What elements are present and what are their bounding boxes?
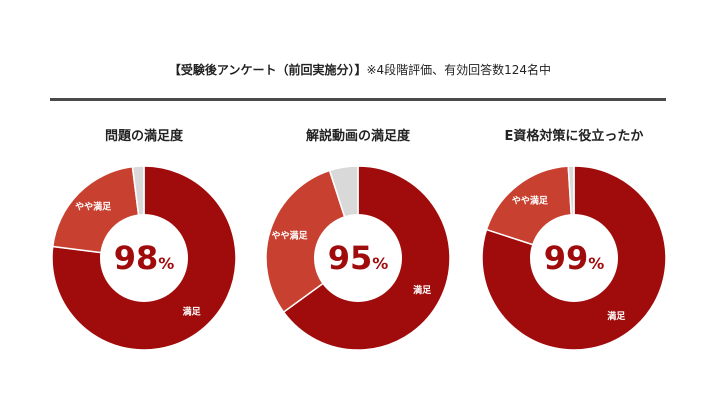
donut-hole [530,214,618,302]
center-value: 99 [544,239,589,277]
center-unit: % [588,254,604,273]
donut-slice [265,169,359,314]
slice-label: 満足 [183,306,202,318]
center-unit: % [158,254,174,273]
chart-title: 解説動画の満足度 [305,129,410,144]
center-percentage: 95% [328,239,389,277]
chart-exam-usefulness: E資格対策に役立ったか 満足 やや満足 99% [474,128,674,358]
donut-hole [100,214,188,302]
chart-title: E資格対策に役立ったか [504,129,644,144]
survey-header: 【受験後アンケート（前回実施分）】※4段階評価、有効回答数124名中 [0,62,720,78]
chart-title: 問題の満足度 [104,129,183,144]
chart-video-satisfaction: 解説動画の満足度 満足 やや満足 95% [258,128,458,358]
chart-question-satisfaction: 問題の満足度 満足 やや満足 98% [44,128,244,358]
center-value: 95 [328,239,373,277]
slice-label: 満足 [607,310,626,322]
donut-hole [314,214,402,302]
slice-label: やや満足 [512,195,549,207]
slice-label: やや満足 [272,229,309,241]
survey-note: ※4段階評価、有効回答数124名中 [366,63,552,77]
slice-label: 満足 [413,284,432,296]
center-percentage: 98% [114,239,175,277]
survey-title: 【受験後アンケート（前回実施分）】 [168,63,367,77]
donut-chart: 満足 やや満足 99% [481,165,667,351]
slice-label: やや満足 [75,201,112,213]
center-percentage: 99% [544,239,605,277]
center-unit: % [372,254,388,273]
donut-chart: 満足 やや満足 98% [51,165,237,351]
center-value: 98 [114,239,159,277]
header-divider [50,98,666,101]
donut-chart: 満足 やや満足 95% [265,165,451,351]
